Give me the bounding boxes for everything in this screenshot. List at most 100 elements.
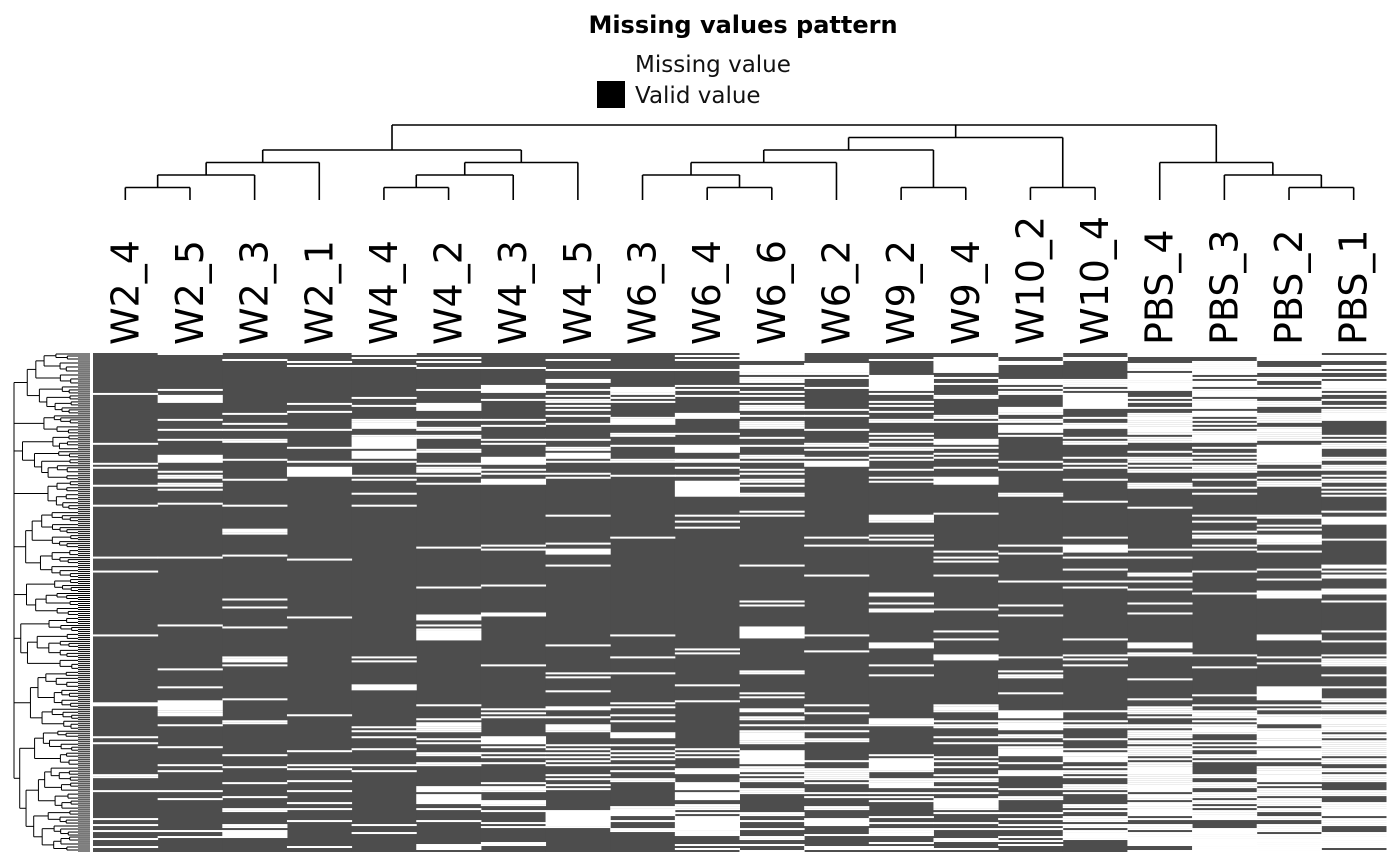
missing-cell [1321,706,1387,709]
missing-cell [222,658,288,663]
missing-cell [610,396,676,399]
missing-cell [1256,484,1322,487]
missing-cell [1256,400,1322,403]
column-label: PBS_3 [1202,229,1246,345]
missing-cell [1321,762,1387,765]
missing-cell [933,780,999,783]
missing-cell [545,748,611,751]
missing-cell [1321,466,1387,469]
missing-cell [933,376,999,379]
missing-cell [1321,356,1387,359]
missing-cell [1321,700,1387,703]
missing-cell [1062,770,1128,773]
missing-cell [610,702,676,705]
missing-cell [1062,838,1128,841]
missing-cell [1192,486,1258,489]
missing-cell [1321,846,1387,849]
missing-cell [1321,758,1387,761]
missing-cell [998,796,1064,799]
missing-cell [739,600,805,603]
missing-cell [1192,794,1258,797]
missing-cell [93,702,159,707]
missing-cell [1256,802,1322,805]
missing-cell [1192,740,1258,743]
missing-cell [1062,654,1128,657]
missing-cell [868,758,934,771]
missing-cell [868,846,934,849]
missing-cell [157,746,223,749]
missing-cell [1192,814,1258,821]
missing-cell [157,700,223,711]
missing-cell [222,422,288,425]
missing-cell [610,418,676,425]
missing-cell [1062,720,1128,723]
missing-cell [1062,462,1128,465]
missing-cell [480,800,547,805]
missing-cell [739,400,805,403]
missing-cell [739,814,805,817]
missing-cell [998,788,1064,791]
missing-cell [351,364,417,367]
missing-cell [1127,740,1193,743]
missing-cell [545,438,611,441]
missing-cell [739,790,805,793]
missing-cell [1321,698,1387,701]
missing-cell [739,408,805,411]
missing-cell [804,846,870,849]
missing-cell [1192,848,1258,856]
missing-cell [868,358,934,361]
missing-cell [157,476,223,479]
missing-cell [933,774,999,777]
missing-cell [545,690,611,693]
column-label: W2_1 [297,240,341,345]
missing-cell [998,722,1064,731]
missing-cell [1192,362,1258,365]
missing-cell [1256,816,1322,819]
missing-cell [933,456,999,459]
missing-cell [286,558,353,561]
missing-cell [351,420,417,423]
missing-cell [674,648,740,651]
missing-cell [933,396,999,399]
missing-cell [933,512,999,515]
missing-cell [1192,390,1258,397]
missing-cell [286,846,353,849]
missing-cell [933,556,999,559]
missing-cell [933,476,999,485]
missing-cell [1192,732,1258,735]
missing-cell [1127,836,1193,847]
missing-cell [93,790,159,793]
missing-cell [1256,534,1322,543]
missing-cell [739,732,805,741]
missing-cell [545,706,611,711]
missing-cell [1127,698,1193,701]
missing-cell [222,532,288,535]
missing-cell [998,720,1064,723]
missing-cell [1256,838,1322,843]
missing-cell [1127,482,1193,485]
missing-cell [804,760,870,763]
missing-cell [804,574,870,577]
missing-cell [1321,842,1387,845]
missing-cell [1321,510,1387,513]
missing-cell [157,484,223,487]
missing-cell [998,674,1064,677]
missing-cell [1256,426,1322,429]
missing-cell [804,376,870,379]
missing-cell [739,768,805,773]
missing-cell [1192,812,1258,815]
missing-cell [610,368,676,371]
missing-cell [998,770,1064,777]
missing-cell [286,790,353,793]
missing-cell [1062,658,1128,661]
missing-cell [739,792,805,795]
missing-cell [545,672,611,675]
missing-cell [610,634,676,637]
missing-cell [1192,544,1258,547]
missing-cell [1192,726,1258,733]
missing-cell [351,436,417,449]
missing-cell [351,726,417,729]
missing-cell [739,364,805,373]
missing-cell [1127,572,1193,575]
chart-title: Missing values pattern [588,11,897,39]
